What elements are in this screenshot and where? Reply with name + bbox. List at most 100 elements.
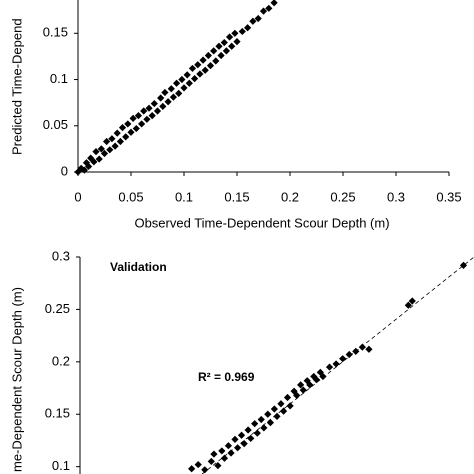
point	[214, 462, 222, 470]
point	[191, 75, 199, 83]
point	[215, 42, 223, 50]
point	[164, 98, 172, 106]
point	[339, 355, 347, 363]
point	[228, 42, 236, 50]
point	[222, 47, 230, 55]
point	[150, 99, 158, 108]
annotation: R² = 0.969	[198, 370, 255, 384]
point	[224, 442, 233, 450]
point	[140, 107, 148, 115]
point	[207, 457, 215, 466]
point	[188, 64, 197, 73]
point	[92, 148, 100, 156]
point	[316, 368, 324, 376]
point	[299, 386, 307, 394]
point	[266, 419, 275, 427]
point	[167, 85, 175, 93]
point	[204, 51, 212, 60]
point	[172, 79, 181, 87]
point	[240, 439, 248, 448]
point	[277, 400, 285, 408]
point	[259, 7, 268, 15]
point	[124, 120, 132, 128]
point	[108, 135, 116, 143]
point	[118, 124, 127, 132]
x-tick-label: 0.05	[118, 189, 143, 204]
y-tick-label: 0.1	[52, 458, 70, 473]
point	[273, 412, 281, 420]
point	[265, 4, 273, 12]
point	[148, 111, 156, 120]
point	[254, 14, 262, 23]
point	[210, 450, 218, 458]
point	[157, 94, 165, 102]
point	[178, 75, 186, 84]
point	[180, 84, 188, 92]
point	[159, 102, 167, 110]
point	[352, 347, 360, 355]
x-tick-label: 0.35	[436, 189, 461, 204]
point	[244, 24, 252, 32]
point	[132, 124, 140, 133]
point	[225, 33, 234, 41]
y-tick-label: 0.15	[45, 406, 70, 421]
point	[153, 107, 162, 115]
x-tick-label: 0	[74, 189, 81, 204]
point	[297, 381, 305, 389]
point	[270, 0, 278, 7]
plot-area	[74, 0, 278, 176]
x-tick-label: 0.1	[175, 189, 193, 204]
point	[80, 166, 88, 174]
point	[260, 424, 268, 432]
point	[238, 27, 246, 36]
point	[325, 363, 334, 371]
point	[293, 391, 301, 399]
point	[127, 128, 135, 136]
point	[129, 114, 137, 122]
point	[231, 435, 239, 444]
trend-line	[201, 256, 474, 474]
point	[145, 104, 153, 112]
point	[194, 61, 202, 69]
x-tick-label: 0.3	[387, 189, 405, 204]
point	[199, 56, 207, 64]
point	[251, 420, 259, 428]
point	[175, 89, 183, 97]
point	[217, 51, 225, 60]
x-tick-label: 0.2	[281, 189, 299, 204]
point	[319, 372, 327, 381]
y-tick-label: 0	[61, 163, 68, 178]
point	[358, 343, 366, 351]
point	[332, 360, 340, 368]
point	[201, 466, 209, 474]
point	[210, 47, 218, 55]
point	[264, 410, 272, 418]
point	[143, 115, 151, 123]
point	[134, 111, 143, 120]
point	[234, 444, 242, 452]
point	[97, 145, 105, 153]
point	[249, 17, 257, 25]
point	[85, 162, 93, 171]
x-tick-label: 0.25	[330, 189, 355, 204]
point	[194, 460, 202, 469]
point	[220, 454, 229, 462]
point	[212, 57, 220, 65]
point	[103, 137, 111, 146]
point	[247, 434, 255, 442]
point	[227, 449, 235, 457]
point	[106, 146, 114, 154]
point	[74, 168, 82, 176]
point	[253, 429, 261, 437]
point	[206, 62, 215, 70]
point	[100, 149, 109, 158]
point	[244, 426, 252, 434]
point	[270, 405, 278, 413]
point	[116, 137, 124, 146]
point	[220, 38, 228, 47]
point	[95, 155, 103, 163]
point	[218, 447, 226, 455]
point	[185, 79, 193, 87]
